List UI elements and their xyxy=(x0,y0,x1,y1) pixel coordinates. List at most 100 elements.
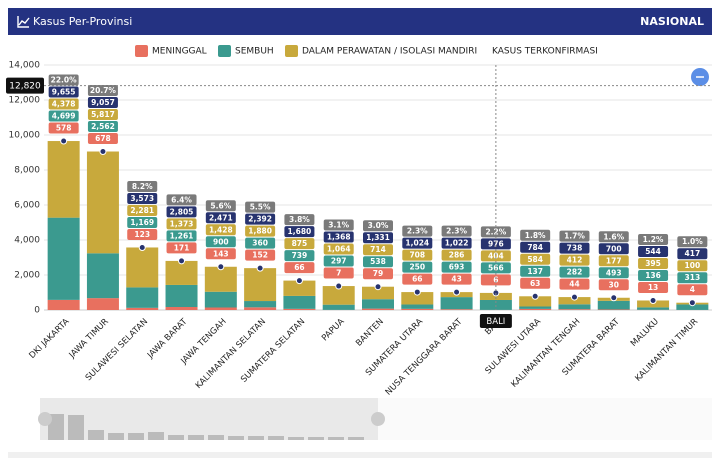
value-label: 3,573 xyxy=(130,194,154,203)
value-label: 313 xyxy=(685,273,701,282)
value-label: 412 xyxy=(567,256,583,265)
value-label: 1,022 xyxy=(445,239,469,248)
value-label: 784 xyxy=(527,243,543,252)
navigator-handle[interactable] xyxy=(371,412,385,426)
confirmed-dot xyxy=(531,292,539,300)
label-box xyxy=(441,261,472,273)
label-box xyxy=(559,242,590,254)
value-label: 900 xyxy=(213,237,229,246)
navigator-bar xyxy=(168,435,184,440)
bar-segment xyxy=(637,307,670,310)
bar-segment xyxy=(519,296,552,307)
label-box xyxy=(166,218,197,230)
label-box xyxy=(127,204,158,216)
label-box xyxy=(441,249,472,261)
bar-segment xyxy=(126,247,159,288)
label-box xyxy=(559,254,590,266)
y-tick-label: 0 xyxy=(34,306,40,316)
bar-segment xyxy=(165,260,198,285)
label-box xyxy=(245,201,276,213)
value-label: 1,024 xyxy=(405,239,429,248)
label-box xyxy=(677,248,708,260)
x-tick-label: MALUKU xyxy=(629,317,661,349)
x-tick-label: BANTEN xyxy=(354,317,386,349)
value-label: 739 xyxy=(292,251,308,260)
value-label: 177 xyxy=(606,256,622,265)
y-tick-label: 10,000 xyxy=(9,131,41,141)
value-label: 1,428 xyxy=(209,225,233,234)
confirmed-dot xyxy=(335,282,343,290)
value-label: 3.0% xyxy=(368,221,389,230)
navigator-bar xyxy=(208,435,224,440)
bar-segment xyxy=(204,291,237,308)
confirmed-dot xyxy=(570,293,578,301)
bar-segment xyxy=(558,297,591,305)
value-label: 417 xyxy=(685,249,701,258)
value-label: 2,392 xyxy=(248,215,272,224)
confirmed-dot xyxy=(178,257,186,265)
value-label: 678 xyxy=(95,134,111,143)
bar-segment xyxy=(86,253,119,299)
bar-segment xyxy=(126,307,159,310)
confirmed-dot xyxy=(295,277,303,285)
confirmed-dot xyxy=(649,296,657,304)
value-label: 693 xyxy=(449,263,465,272)
navigator-bar xyxy=(308,437,324,440)
label-box xyxy=(205,200,236,212)
bar-segment xyxy=(47,217,80,300)
value-label: 63 xyxy=(530,279,540,288)
value-label: 2,471 xyxy=(209,213,233,222)
scrollbar[interactable] xyxy=(8,452,712,458)
bar-segment xyxy=(322,286,355,305)
value-label: 3.8% xyxy=(289,215,310,224)
label-box xyxy=(87,109,118,121)
legend-swatch xyxy=(135,45,148,57)
chart-icon xyxy=(17,16,30,28)
bar-segment xyxy=(322,304,355,310)
navigator-handle[interactable] xyxy=(38,412,52,426)
label-box xyxy=(205,248,236,260)
label-box xyxy=(87,85,118,97)
header-bar xyxy=(8,8,712,35)
value-label: 738 xyxy=(567,244,583,253)
bar-segment xyxy=(86,151,119,254)
bar-segment xyxy=(47,299,80,310)
label-box xyxy=(245,237,276,249)
label-box xyxy=(598,255,629,267)
legend-swatch xyxy=(218,45,231,57)
value-label: 8.2% xyxy=(132,182,153,191)
value-label: 1.8% xyxy=(525,231,546,240)
value-label: 79 xyxy=(373,269,383,278)
label-box xyxy=(166,206,197,218)
label-box xyxy=(284,226,315,238)
label-box xyxy=(677,272,708,284)
label-box xyxy=(480,262,511,274)
value-label: 714 xyxy=(370,245,386,254)
legend-label: KASUS TERKONFIRMASI xyxy=(492,47,598,57)
bar-segment xyxy=(47,141,80,218)
label-box xyxy=(245,225,276,237)
value-label: 143 xyxy=(213,249,229,258)
value-label: 5.5% xyxy=(250,203,271,212)
legend-label: SEMBUH xyxy=(235,47,274,57)
bar-segment xyxy=(401,304,434,309)
label-box xyxy=(127,228,158,240)
confirmed-dot xyxy=(413,288,421,296)
label-box xyxy=(638,269,669,281)
value-label: 544 xyxy=(645,247,661,256)
label-box xyxy=(480,238,511,250)
navigator-bar xyxy=(48,414,64,440)
bar-segment xyxy=(204,307,237,310)
confirmed-dot xyxy=(99,148,107,156)
value-label: 152 xyxy=(252,251,268,260)
value-label: 4 xyxy=(690,285,695,294)
crosshair-x-box xyxy=(479,314,512,328)
navigator-bar xyxy=(128,433,144,440)
value-label: 1,261 xyxy=(170,231,194,240)
header-scope[interactable]: NASIONAL xyxy=(640,15,704,28)
value-label: 13 xyxy=(648,283,658,292)
label-box xyxy=(520,253,551,265)
label-box xyxy=(48,110,79,122)
